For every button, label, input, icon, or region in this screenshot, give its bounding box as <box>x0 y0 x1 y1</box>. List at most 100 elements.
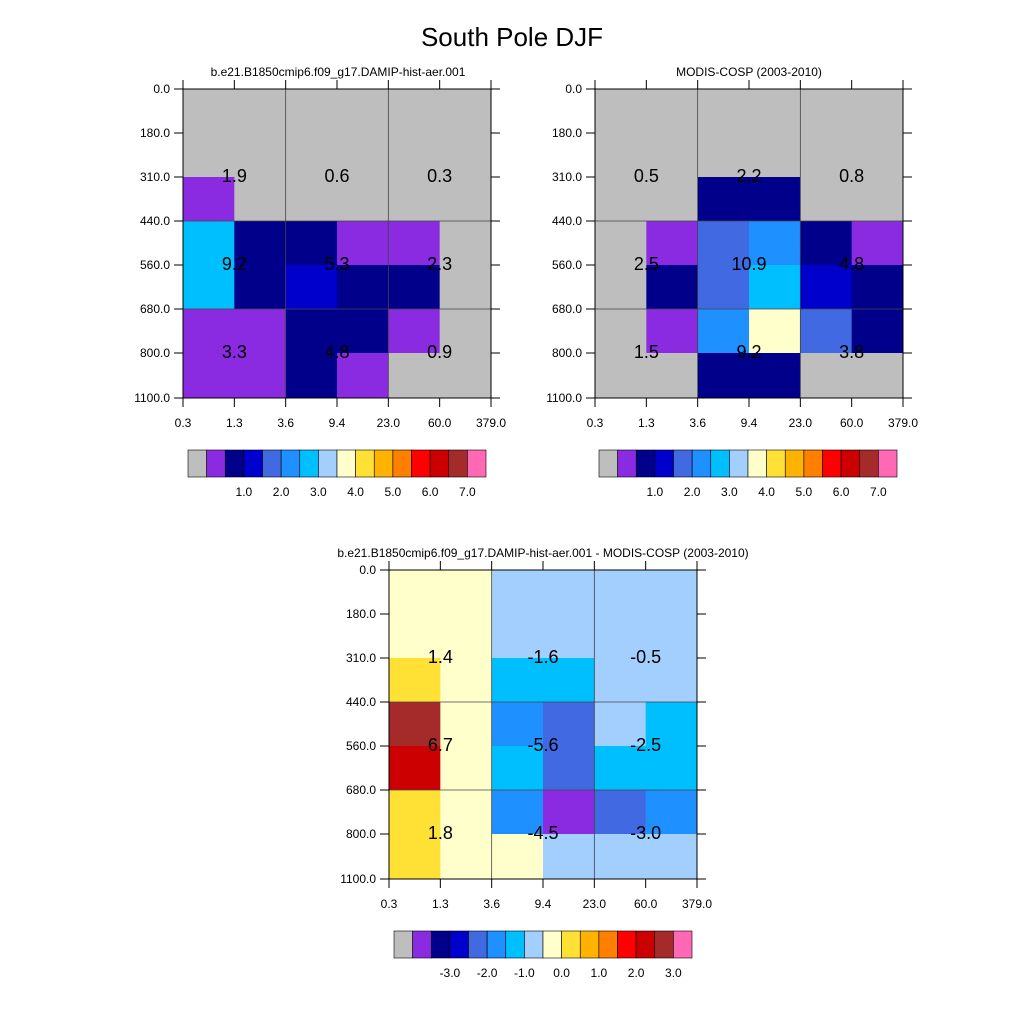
colorbar-swatch <box>747 449 767 478</box>
y-tick-label: 180.0 <box>140 126 170 140</box>
cell-value-label: 2.5 <box>634 254 659 274</box>
heatmap-cell <box>491 702 544 747</box>
heatmap-cell <box>388 353 441 399</box>
figure-title: South Pole DJF <box>421 22 603 52</box>
heatmap-cell <box>749 353 801 399</box>
heatmap-cell <box>285 177 338 222</box>
heatmap-cell <box>388 221 441 266</box>
heatmap-cell <box>800 265 853 310</box>
colorbar-swatch <box>654 449 674 478</box>
colorbar-swatch <box>673 930 693 959</box>
cell-value-label: -3.0 <box>630 823 661 843</box>
heatmap-cell <box>645 746 698 791</box>
y-tick-label: 1100.0 <box>546 391 582 405</box>
cell-value-label: 5.3 <box>324 254 349 274</box>
colorbar-label: 2.0 <box>684 485 701 499</box>
colorbar-swatch <box>579 930 600 959</box>
colorbar-swatch <box>373 449 394 478</box>
colorbar-swatch <box>859 449 879 478</box>
colorbar-label: 1.0 <box>591 966 608 980</box>
heatmap-cell <box>543 746 595 791</box>
heatmap-cell <box>646 353 699 399</box>
y-tick-label: 800.0 <box>552 346 582 360</box>
heatmap-cell <box>285 89 338 134</box>
colorbar-swatch <box>412 930 432 959</box>
colorbar-swatch <box>486 930 507 959</box>
heatmap-cell <box>388 177 441 222</box>
heatmap-cell <box>697 265 750 310</box>
colorbar-swatch <box>803 449 823 478</box>
y-tick-label: 310.0 <box>140 170 170 184</box>
heatmap-cell <box>183 89 235 134</box>
cell-value-label: 3.8 <box>839 342 864 362</box>
panel-difference-heatmap: 0.0 180.0 310.0 440.0 560.0 680.0 800.0 1100.0 0… <box>340 561 712 911</box>
panel-2-title: MODIS-COSP (2003-2010) <box>676 65 822 79</box>
y-tick-label: 310.0 <box>552 170 582 184</box>
colorbar-label: -1.0 <box>514 966 535 980</box>
colorbar-swatch <box>467 449 487 478</box>
colorbar-label: 5.0 <box>385 485 402 499</box>
y-tick-label: 440.0 <box>140 214 170 228</box>
x-tick-label: 3.6 <box>277 416 294 430</box>
y-tick-label: 1100.0 <box>340 872 376 886</box>
heatmap-cell <box>595 221 647 266</box>
x-tick-label: 0.3 <box>381 897 398 911</box>
heatmap-cell <box>645 702 698 747</box>
heatmap-cell <box>851 309 904 354</box>
x-tick-label: 1.3 <box>432 897 449 911</box>
panel-modis-heatmap: 0.0 180.0 310.0 440.0 560.0 680.0 800.0 1100.0 0… <box>546 80 918 430</box>
colorbar-swatch <box>429 449 450 478</box>
heatmap-cell <box>800 309 853 354</box>
cell-value-label: 10.9 <box>731 254 766 274</box>
heatmap-cell <box>439 221 492 266</box>
colorbar-label: 4.0 <box>347 485 364 499</box>
heatmap-cell <box>543 658 595 703</box>
heatmap-cell <box>749 309 801 354</box>
colorbar-swatch <box>766 449 786 478</box>
y-tick-label: 180.0 <box>346 607 376 621</box>
colorbar-label: 0.0 <box>553 966 570 980</box>
y-tick-label: 560.0 <box>552 258 582 272</box>
x-tick-label: 0.3 <box>587 416 604 430</box>
heatmap-cell <box>543 614 595 659</box>
x-tick-label: 23.0 <box>789 416 813 430</box>
colorbar-swatch <box>187 449 207 478</box>
cell-value-label: 0.3 <box>427 166 452 186</box>
cell-value-label: 0.5 <box>634 166 659 186</box>
heatmap-cell <box>234 265 287 310</box>
heatmap-cell <box>697 133 750 178</box>
colorbar-swatch <box>449 930 469 959</box>
heatmap-cell <box>594 746 647 791</box>
cell-value-label: 0.6 <box>324 166 349 186</box>
colorbar-swatch <box>673 449 693 478</box>
heatmap-cell <box>543 570 595 615</box>
heatmap-cell <box>337 265 389 310</box>
panel-model-heatmap: 0.0 180.0 310.0 440.0 560.0 680.0 800.0 1100.0 0… <box>134 80 506 430</box>
x-tick-label: 3.6 <box>483 897 500 911</box>
colorbar-swatch <box>617 930 637 959</box>
heatmap-cell <box>851 265 904 310</box>
y-tick-label: 310.0 <box>346 651 376 665</box>
colorbar-swatch <box>561 930 581 959</box>
cell-value-label: 9.2 <box>736 342 761 362</box>
heatmap-cell <box>234 89 287 134</box>
heatmap-cell <box>337 133 389 178</box>
heatmap-cell <box>183 265 235 310</box>
heatmap-cell <box>595 309 647 354</box>
heatmap-cell <box>388 89 441 134</box>
heatmap-cell <box>749 221 801 266</box>
heatmap-cell <box>183 353 235 399</box>
heatmap-cell <box>439 177 492 222</box>
heatmap-cell <box>594 790 647 835</box>
cell-value-label: 4.8 <box>324 342 349 362</box>
y-tick-label: 800.0 <box>346 827 376 841</box>
heatmap-cell <box>645 614 698 659</box>
x-tick-label: 9.4 <box>741 416 758 430</box>
cell-value-label: 6.7 <box>428 735 453 755</box>
cell-value-label: -4.5 <box>527 823 558 843</box>
colorbar-swatch <box>598 930 618 959</box>
colorbar-swatch <box>336 449 356 478</box>
cell-value-label: 0.9 <box>427 342 452 362</box>
heatmap-cell <box>337 309 389 354</box>
colorbar-label: 4.0 <box>758 485 775 499</box>
